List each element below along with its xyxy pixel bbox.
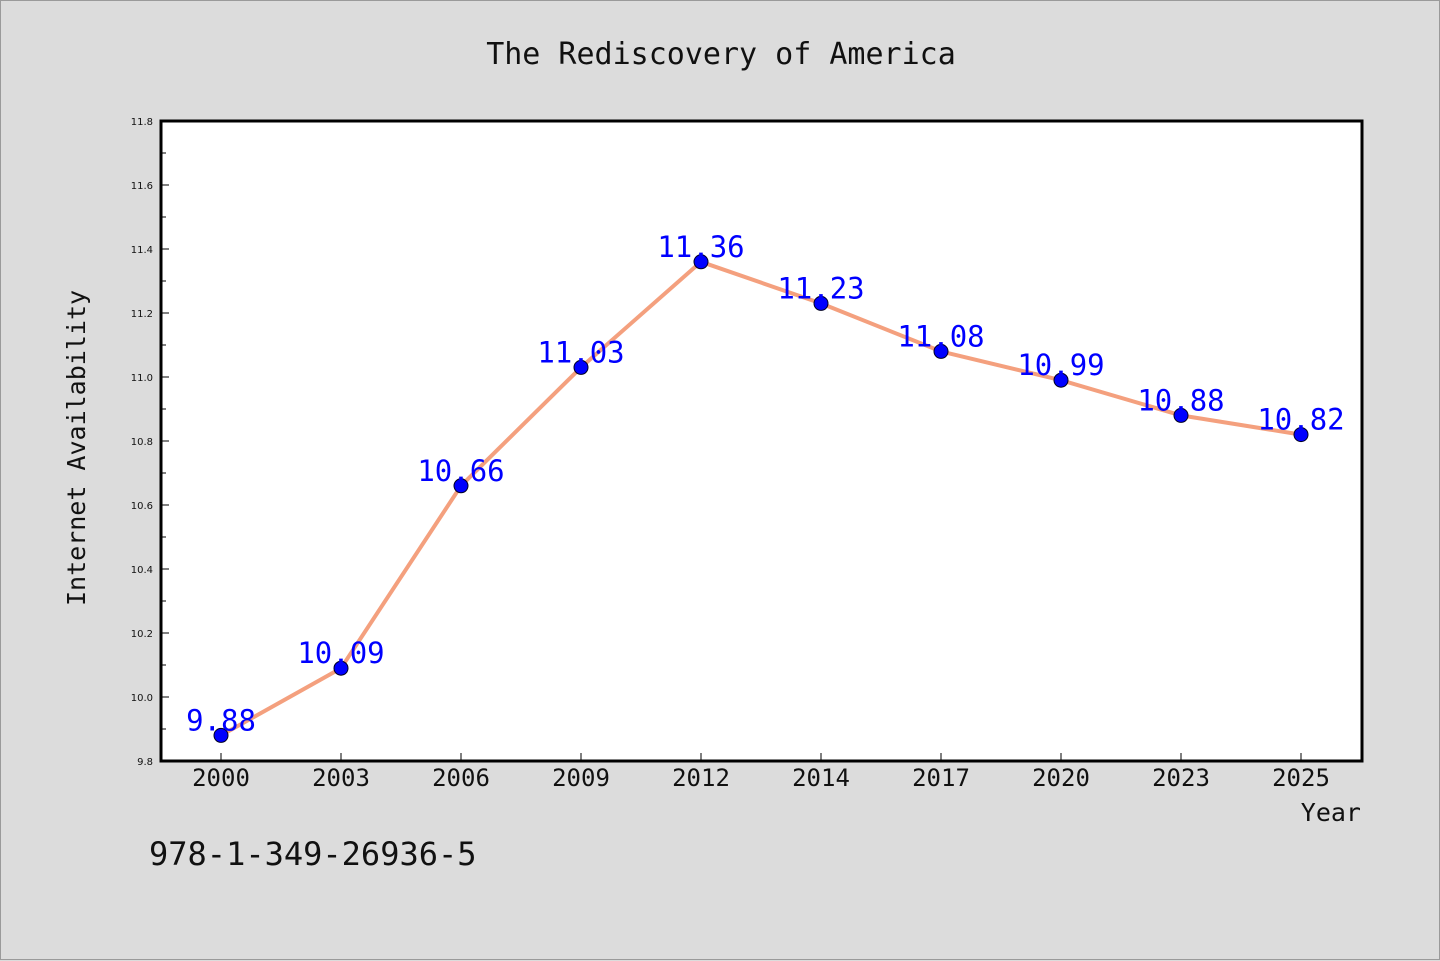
- x-tick-label: 2020: [1032, 764, 1090, 792]
- series-line: [219, 259, 1303, 738]
- y-tick-label: 11.6: [131, 181, 153, 192]
- data-label: 11.36: [657, 230, 744, 264]
- data-label: 11.23: [777, 271, 864, 305]
- x-tick-label: 2006: [432, 764, 490, 792]
- y-tick-label: 10.6: [131, 501, 153, 512]
- data-label: 10.82: [1257, 403, 1344, 437]
- data-point: [1293, 427, 1309, 443]
- data-label: 10.09: [297, 636, 384, 670]
- marker-layer: [213, 254, 1309, 743]
- data-point: [1053, 372, 1069, 388]
- y-tick-label: 10.0: [131, 693, 153, 704]
- data-label: 10.88: [1137, 383, 1224, 417]
- data-label: 10.99: [1017, 348, 1104, 382]
- y-tick-label: 10.8: [131, 437, 153, 448]
- data-label: 9.88: [186, 703, 256, 737]
- y-axis-tick-labels: 9.8 10.0 10.2 10.4 10.6 10.8 11.0 11.2 11.4 11.6 1…: [131, 117, 153, 768]
- y-tick-label: 11.2: [131, 309, 153, 320]
- data-point: [333, 660, 349, 676]
- x-tick-label: 2009: [552, 764, 610, 792]
- x-tick-label: 2000: [192, 764, 250, 792]
- data-point: [813, 295, 829, 311]
- data-label: 11.08: [897, 319, 984, 353]
- y-tick-label: 11.8: [131, 117, 153, 128]
- data-point: [693, 254, 709, 270]
- data-label-layer: 9.88 10.09 10.66 11.03 11.36 11.23 11.08 10.99 1…: [186, 230, 1345, 738]
- x-axis-tick-labels: 2000 2003 2006 2009 2012 2014 2017 2020 2023 2025: [192, 764, 1330, 792]
- x-tick-label: 2025: [1272, 764, 1330, 792]
- x-tick-label: 2017: [912, 764, 970, 792]
- data-label: 11.03: [537, 335, 624, 369]
- chart-title: The Rediscovery of America: [486, 37, 956, 72]
- y-tick-label: 9.8: [137, 757, 153, 768]
- footnote-isbn: 978-1-349-26936-5: [149, 835, 477, 873]
- x-axis-label: Year: [1301, 798, 1361, 827]
- x-tick-label: 2023: [1152, 764, 1210, 792]
- data-point: [573, 359, 589, 375]
- data-point: [933, 343, 949, 359]
- series-layer: [219, 259, 1303, 738]
- x-tick-label: 2014: [792, 764, 850, 792]
- x-axis-ticks: [220, 753, 1302, 761]
- y-tick-label: 11.4: [131, 245, 153, 256]
- y-axis-ticks: [161, 120, 169, 762]
- y-tick-label: 10.4: [131, 565, 153, 576]
- y-tick-label: 10.2: [131, 629, 153, 640]
- y-tick-label: 11.0: [131, 373, 153, 384]
- x-tick-label: 2012: [672, 764, 730, 792]
- data-point: [1173, 407, 1189, 423]
- data-point: [213, 727, 229, 743]
- data-label: 10.66: [417, 454, 504, 488]
- data-point: [453, 478, 469, 494]
- plot-area: [159, 119, 1364, 763]
- x-tick-label: 2003: [312, 764, 370, 792]
- y-axis-label: Internet Availability: [62, 290, 91, 606]
